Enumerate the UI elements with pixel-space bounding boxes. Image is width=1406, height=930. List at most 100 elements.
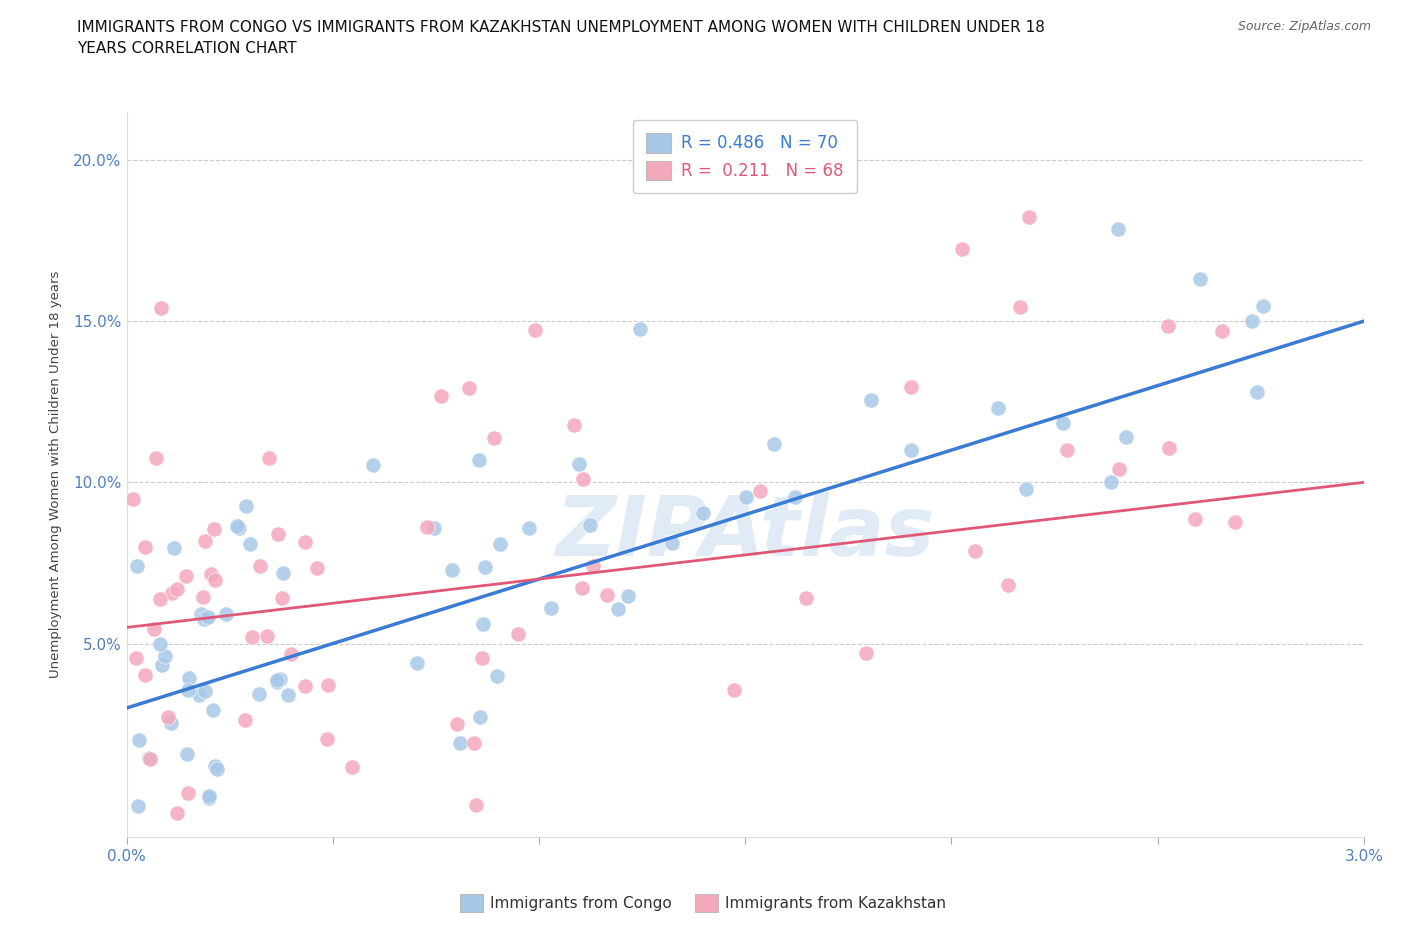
Point xyxy=(240,630,263,644)
Point xyxy=(468,452,491,467)
Point xyxy=(214,606,236,621)
Point xyxy=(197,610,219,625)
Point xyxy=(198,790,221,805)
Point xyxy=(266,674,288,689)
Point xyxy=(120,871,142,886)
Point xyxy=(692,505,714,520)
Point xyxy=(405,656,427,671)
Point xyxy=(194,684,217,698)
Point xyxy=(1223,514,1246,529)
Point xyxy=(145,450,167,465)
Legend: R = 0.486   N = 70, R =  0.211   N = 68: R = 0.486 N = 70, R = 0.211 N = 68 xyxy=(633,120,858,193)
Point xyxy=(661,536,683,551)
Point xyxy=(166,805,188,820)
Point xyxy=(1015,482,1038,497)
Point xyxy=(193,612,215,627)
Point xyxy=(900,379,922,394)
Point xyxy=(464,798,486,813)
Point xyxy=(524,323,547,338)
Point xyxy=(1211,324,1233,339)
Point xyxy=(259,451,281,466)
Point xyxy=(468,710,491,724)
Point xyxy=(340,759,363,774)
Point xyxy=(187,687,209,702)
Point xyxy=(307,561,329,576)
Text: Source: ZipAtlas.com: Source: ZipAtlas.com xyxy=(1237,20,1371,33)
Point xyxy=(177,786,200,801)
Point xyxy=(194,534,217,549)
Point xyxy=(457,380,479,395)
Point xyxy=(508,626,530,641)
Point xyxy=(201,702,224,717)
Point xyxy=(256,629,278,644)
Point xyxy=(239,537,262,551)
Text: ZIPAtlas: ZIPAtlas xyxy=(555,492,935,573)
Point xyxy=(562,417,585,432)
Point xyxy=(423,521,446,536)
Point xyxy=(124,651,146,666)
Point xyxy=(127,799,149,814)
Point xyxy=(446,717,468,732)
Point xyxy=(416,520,439,535)
Point xyxy=(294,678,316,693)
Point xyxy=(762,436,785,451)
Point xyxy=(474,560,496,575)
Point xyxy=(149,637,172,652)
Point xyxy=(198,789,221,804)
Point xyxy=(582,559,605,574)
Point xyxy=(1157,318,1180,333)
Point xyxy=(202,522,225,537)
Point xyxy=(316,732,339,747)
Point xyxy=(1008,300,1031,315)
Point xyxy=(1157,441,1180,456)
Point xyxy=(1052,415,1074,430)
Point xyxy=(1099,474,1122,489)
Legend: Immigrants from Congo, Immigrants from Kazakhstan: Immigrants from Congo, Immigrants from K… xyxy=(454,888,952,918)
Point xyxy=(249,559,271,574)
Point xyxy=(1018,210,1040,225)
Point xyxy=(267,526,290,541)
Point xyxy=(193,590,215,604)
Point xyxy=(571,580,593,595)
Text: IMMIGRANTS FROM CONGO VS IMMIGRANTS FROM KAZAKHSTAN UNEMPLOYMENT AMONG WOMEN WIT: IMMIGRANTS FROM CONGO VS IMMIGRANTS FROM… xyxy=(77,20,1045,35)
Point xyxy=(134,668,156,683)
Point xyxy=(266,672,288,687)
Point xyxy=(148,591,170,606)
Point xyxy=(271,565,294,580)
Point xyxy=(488,537,510,551)
Point xyxy=(900,443,922,458)
Point xyxy=(277,687,299,702)
Point xyxy=(190,606,212,621)
Point xyxy=(471,651,494,666)
Point xyxy=(1056,443,1078,458)
Point xyxy=(783,489,806,504)
Point xyxy=(628,322,651,337)
Point xyxy=(134,539,156,554)
Point xyxy=(987,401,1010,416)
Point xyxy=(1251,299,1274,313)
Point xyxy=(440,563,463,578)
Point xyxy=(723,683,745,698)
Point xyxy=(616,588,638,603)
Point xyxy=(156,710,179,724)
Point xyxy=(228,521,250,536)
Point xyxy=(735,489,758,504)
Point xyxy=(1246,385,1268,400)
Point xyxy=(578,518,600,533)
Point xyxy=(138,751,160,765)
Point xyxy=(1115,430,1137,445)
Point xyxy=(463,736,485,751)
Point xyxy=(280,646,302,661)
Point xyxy=(177,683,200,698)
Point xyxy=(159,716,181,731)
Point xyxy=(950,242,973,257)
Point xyxy=(247,686,270,701)
Point xyxy=(1184,512,1206,526)
Point xyxy=(174,569,197,584)
Text: YEARS CORRELATION CHART: YEARS CORRELATION CHART xyxy=(77,41,297,56)
Point xyxy=(430,388,453,403)
Point xyxy=(245,844,267,859)
Point xyxy=(449,736,471,751)
Point xyxy=(517,520,540,535)
Point xyxy=(150,301,173,316)
